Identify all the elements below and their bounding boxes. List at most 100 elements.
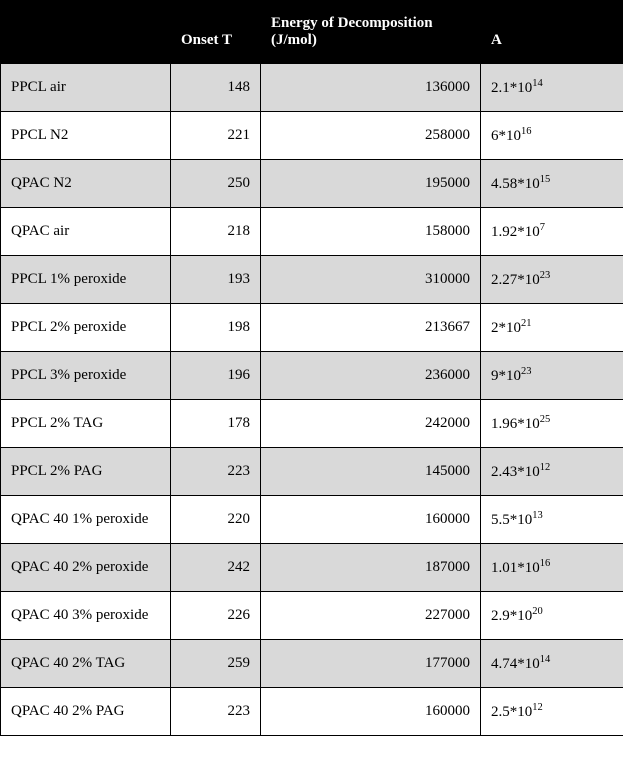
cell-onset: 148 <box>171 64 261 112</box>
table-row: QPAC 40 2% TAG2591770004.74*1014 <box>1 640 623 688</box>
a-coefficient: 6 <box>491 128 499 144</box>
a-coefficient: 2.1 <box>491 80 510 96</box>
cell-onset: 220 <box>171 496 261 544</box>
table-row: QPAC 40 2% PAG2231600002.5*1012 <box>1 688 623 736</box>
cell-energy: 310000 <box>261 256 481 304</box>
table-row: PPCL 2% TAG1782420001.96*1025 <box>1 400 623 448</box>
cell-sample: PPCL N2 <box>1 112 171 160</box>
a-exponent: 14 <box>532 78 543 89</box>
cell-onset: 196 <box>171 352 261 400</box>
table-row: QPAC 40 3% peroxide2262270002.9*1020 <box>1 592 623 640</box>
table-row: QPAC 40 2% peroxide2421870001.01*1016 <box>1 544 623 592</box>
a-exponent: 20 <box>532 606 543 617</box>
cell-energy: 177000 <box>261 640 481 688</box>
cell-sample: PPCL air <box>1 64 171 112</box>
cell-a: 2.1*1014 <box>481 64 623 112</box>
cell-a: 2.5*1012 <box>481 688 623 736</box>
cell-onset: 259 <box>171 640 261 688</box>
a-coefficient: 4.58 <box>491 176 517 192</box>
cell-a: 2.9*1020 <box>481 592 623 640</box>
cell-energy: 145000 <box>261 448 481 496</box>
cell-energy: 160000 <box>261 688 481 736</box>
cell-a: 5.5*1013 <box>481 496 623 544</box>
a-coefficient: 1.92 <box>491 224 517 240</box>
cell-sample: QPAC 40 2% PAG <box>1 688 171 736</box>
cell-energy: 160000 <box>261 496 481 544</box>
cell-sample: PPCL 3% peroxide <box>1 352 171 400</box>
cell-onset: 193 <box>171 256 261 304</box>
table-row: PPCL air1481360002.1*1014 <box>1 64 623 112</box>
col-header-sample <box>1 1 171 64</box>
cell-a: 9*1023 <box>481 352 623 400</box>
cell-sample: QPAC 40 2% peroxide <box>1 544 171 592</box>
cell-sample: QPAC 40 2% TAG <box>1 640 171 688</box>
a-exponent: 15 <box>540 174 551 185</box>
cell-a: 1.96*1025 <box>481 400 623 448</box>
table-row: QPAC N22501950004.58*1015 <box>1 160 623 208</box>
cell-sample: PPCL 2% PAG <box>1 448 171 496</box>
a-exponent: 12 <box>540 462 551 473</box>
a-coefficient: 2.5 <box>491 704 510 720</box>
cell-a: 2*1021 <box>481 304 623 352</box>
cell-a: 4.58*1015 <box>481 160 623 208</box>
a-coefficient: 2.27 <box>491 272 517 288</box>
cell-a: 2.27*1023 <box>481 256 623 304</box>
cell-energy: 258000 <box>261 112 481 160</box>
table-header: Onset T Energy of Decomposition (J/mol) … <box>1 1 623 64</box>
cell-sample: QPAC 40 3% peroxide <box>1 592 171 640</box>
cell-onset: 242 <box>171 544 261 592</box>
a-exponent: 16 <box>540 558 551 569</box>
a-coefficient: 4.74 <box>491 656 517 672</box>
a-exponent: 12 <box>532 702 543 713</box>
cell-energy: 242000 <box>261 400 481 448</box>
cell-onset: 223 <box>171 688 261 736</box>
col-header-onset: Onset T <box>171 1 261 64</box>
cell-a: 6*1016 <box>481 112 623 160</box>
cell-sample: QPAC air <box>1 208 171 256</box>
cell-a: 1.92*107 <box>481 208 623 256</box>
a-exponent: 7 <box>540 222 545 233</box>
a-exponent: 13 <box>532 510 543 521</box>
cell-sample: PPCL 1% peroxide <box>1 256 171 304</box>
cell-sample: QPAC 40 1% peroxide <box>1 496 171 544</box>
decomposition-table: Onset T Energy of Decomposition (J/mol) … <box>0 0 623 736</box>
cell-onset: 218 <box>171 208 261 256</box>
cell-sample: PPCL 2% peroxide <box>1 304 171 352</box>
table-row: PPCL 3% peroxide1962360009*1023 <box>1 352 623 400</box>
cell-energy: 236000 <box>261 352 481 400</box>
a-coefficient: 2.9 <box>491 608 510 624</box>
a-exponent: 25 <box>540 414 551 425</box>
col-header-a: A <box>481 1 623 64</box>
a-coefficient: 2.43 <box>491 464 517 480</box>
cell-energy: 227000 <box>261 592 481 640</box>
cell-a: 2.43*1012 <box>481 448 623 496</box>
cell-energy: 213667 <box>261 304 481 352</box>
cell-onset: 223 <box>171 448 261 496</box>
a-coefficient: 1.96 <box>491 416 517 432</box>
a-exponent: 23 <box>540 270 551 281</box>
table-row: PPCL 2% peroxide1982136672*1021 <box>1 304 623 352</box>
a-coefficient: 5.5 <box>491 512 510 528</box>
cell-onset: 226 <box>171 592 261 640</box>
table-row: QPAC 40 1% peroxide2201600005.5*1013 <box>1 496 623 544</box>
table-body: PPCL air1481360002.1*1014PPCL N222125800… <box>1 64 623 736</box>
cell-energy: 187000 <box>261 544 481 592</box>
table-row: PPCL 1% peroxide1933100002.27*1023 <box>1 256 623 304</box>
cell-energy: 158000 <box>261 208 481 256</box>
cell-sample: QPAC N2 <box>1 160 171 208</box>
cell-onset: 221 <box>171 112 261 160</box>
cell-a: 4.74*1014 <box>481 640 623 688</box>
a-exponent: 21 <box>521 318 532 329</box>
a-coefficient: 1.01 <box>491 560 517 576</box>
a-exponent: 14 <box>540 654 551 665</box>
col-header-energy: Energy of Decomposition (J/mol) <box>261 1 481 64</box>
table-row: PPCL 2% PAG2231450002.43*1012 <box>1 448 623 496</box>
a-coefficient: 9 <box>491 368 499 384</box>
cell-onset: 250 <box>171 160 261 208</box>
cell-sample: PPCL 2% TAG <box>1 400 171 448</box>
cell-a: 1.01*1016 <box>481 544 623 592</box>
a-exponent: 16 <box>521 126 532 137</box>
cell-energy: 195000 <box>261 160 481 208</box>
a-exponent: 23 <box>521 366 532 377</box>
cell-energy: 136000 <box>261 64 481 112</box>
